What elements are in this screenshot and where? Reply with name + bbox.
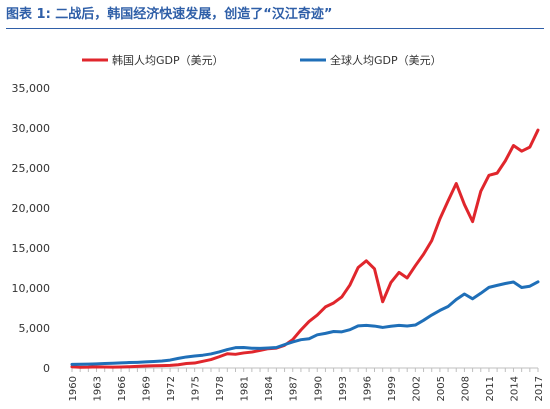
legend-label: 韩国人均GDP（美元） — [112, 53, 224, 67]
x-tick-label: 1984 — [264, 376, 275, 401]
legend-label: 全球人均GDP（美元） — [330, 53, 442, 67]
x-tick-label: 2017 — [534, 376, 545, 401]
x-tick-label: 2014 — [509, 376, 520, 401]
x-tick-label: 2005 — [436, 376, 447, 401]
x-tick-label: 1981 — [240, 376, 251, 401]
series-line-korea — [70, 128, 540, 369]
y-tick-label: 15,000 — [12, 242, 51, 255]
y-tick-label: 35,000 — [12, 82, 51, 95]
x-tick-label: 1966 — [117, 376, 128, 401]
x-tick-label: 1963 — [93, 376, 104, 401]
x-axis: 1960 1963 1966 1969 1972 1975 1978 1981 1984 1987… — [68, 367, 545, 401]
y-tick-label: 20,000 — [12, 202, 51, 215]
x-tick-label: 1999 — [387, 376, 398, 401]
y-tick-label: 5,000 — [19, 322, 51, 335]
y-axis: 0 5,000 10,000 15,000 20,000 25,000 30,000 35,0… — [12, 82, 51, 375]
x-tick-label: 2002 — [411, 376, 422, 401]
y-tick-label: 25,000 — [12, 162, 51, 175]
x-tick-label: 1972 — [166, 376, 177, 401]
x-tick-label: 1993 — [338, 376, 349, 401]
chart-legend: 韩国人均GDP（美元） 全球人均GDP（美元） — [82, 53, 442, 67]
title-underline — [6, 28, 544, 29]
x-tick-label: 1960 — [68, 376, 79, 401]
x-tick-label: 1975 — [191, 376, 202, 401]
y-tick-label: 30,000 — [12, 122, 51, 135]
x-tick-label: 2008 — [460, 376, 471, 401]
y-tick-label: 0 — [43, 362, 50, 375]
x-tick-label: 1978 — [215, 376, 226, 401]
x-tick-label: 1996 — [362, 376, 373, 401]
x-tick-label: 2011 — [485, 376, 496, 401]
x-tick-label: 1969 — [142, 376, 153, 401]
x-tick-label: 1990 — [313, 376, 324, 401]
plot-area — [70, 128, 540, 369]
chart-title: 图表 1: 二战后，韩国经济快速发展，创造了“汉江奇迹” — [6, 7, 333, 22]
y-tick-label: 10,000 — [12, 282, 51, 295]
series-line-world — [70, 280, 540, 366]
x-tick-label: 1987 — [289, 376, 300, 401]
